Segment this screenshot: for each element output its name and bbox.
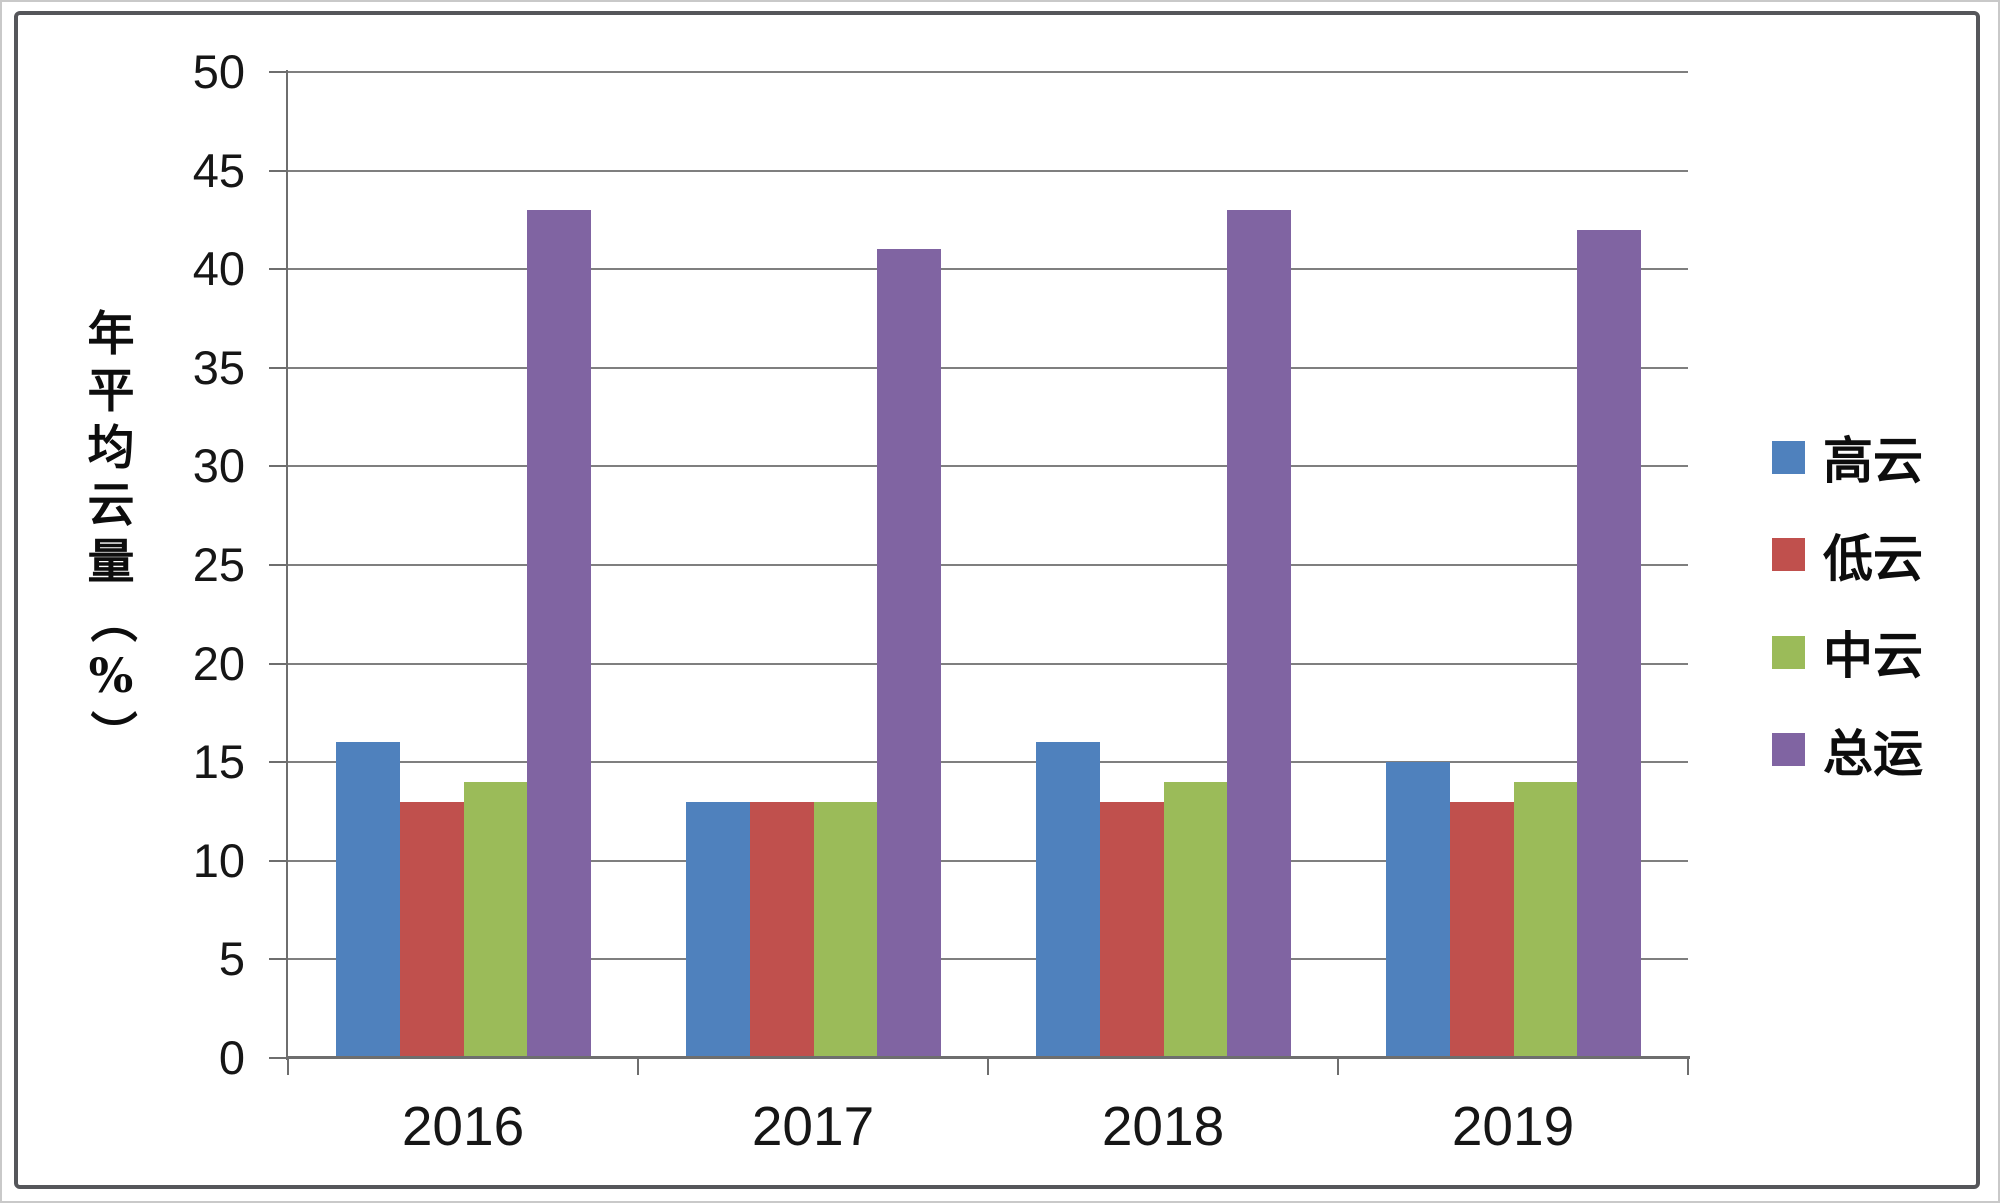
legend-label-middle-cloud: 中云 xyxy=(1823,626,1923,685)
y-axis-title-char: 年 xyxy=(87,307,135,362)
legend-label-high-cloud: 高云 xyxy=(1823,431,1923,490)
y-tick-mark-30 xyxy=(269,465,288,468)
legend-label-low-cloud: 低云 xyxy=(1823,528,1923,588)
bar-middle-cloud-2018 xyxy=(1163,781,1228,1058)
legend-swatch-middle-cloud xyxy=(1772,635,1805,669)
gridline-15 xyxy=(288,761,1688,764)
legend-swatch-high-cloud xyxy=(1772,440,1805,474)
x-boundary-tick-2 xyxy=(987,1058,989,1075)
bar-low-cloud-2018 xyxy=(1099,801,1164,1058)
x-boundary-tick-1 xyxy=(637,1058,639,1075)
bar-high-cloud-2017 xyxy=(686,801,750,1058)
y-axis-title-char: 平 xyxy=(87,364,135,419)
y-tick-label-30: 30 xyxy=(192,439,245,493)
bar-middle-cloud-2017 xyxy=(813,801,878,1058)
y-axis-title-char: % xyxy=(88,649,134,704)
y-tick-mark-20 xyxy=(269,662,288,665)
gridline-20 xyxy=(288,662,1688,665)
plot-area xyxy=(288,71,1688,1059)
y-tick-mark-10 xyxy=(269,859,288,862)
x-tick-label-2019: 2019 xyxy=(1451,1095,1575,1157)
y-tick-label-35: 35 xyxy=(192,340,245,394)
bar-low-cloud-2017 xyxy=(749,801,814,1058)
x-axis-line xyxy=(286,1056,1690,1059)
bar-middle-cloud-2019 xyxy=(1513,781,1578,1058)
gridline-25 xyxy=(288,564,1688,566)
legend-item-middle-cloud: 中云 xyxy=(1772,626,1923,685)
gridline-45 xyxy=(288,169,1688,172)
bar-middle-cloud-2016 xyxy=(463,781,528,1058)
bar-low-cloud-2016 xyxy=(399,801,464,1058)
bar-high-cloud-2019 xyxy=(1386,762,1450,1058)
y-tick-mark-45 xyxy=(269,169,288,172)
bar-high-cloud-2016 xyxy=(336,742,400,1058)
legend-swatch-total-cloud xyxy=(1772,733,1805,766)
y-tick-label-20: 20 xyxy=(192,636,245,690)
y-tick-mark-25 xyxy=(269,564,288,566)
legend-item-high-cloud: 高云 xyxy=(1772,431,1923,490)
legend-swatch-low-cloud xyxy=(1772,538,1805,571)
gridline-50 xyxy=(288,71,1688,73)
y-axis-title-char: 量 xyxy=(87,535,135,590)
y-tick-mark-5 xyxy=(269,958,288,961)
x-tick-label-2018: 2018 xyxy=(1101,1095,1225,1157)
gridline-35 xyxy=(288,366,1688,369)
y-tick-label-10: 10 xyxy=(192,833,245,887)
y-tick-label-25: 25 xyxy=(192,538,245,591)
x-boundary-tick-0 xyxy=(287,1058,289,1075)
x-boundary-tick-3 xyxy=(1337,1058,1339,1075)
y-tick-mark-40 xyxy=(269,268,288,271)
y-tick-mark-15 xyxy=(269,761,288,764)
legend-label-total-cloud: 总运 xyxy=(1823,723,1923,783)
y-axis-title-char: 云 xyxy=(87,478,135,533)
gridline-5 xyxy=(288,958,1688,961)
bar-high-cloud-2018 xyxy=(1036,742,1100,1058)
bar-total-cloud-2016 xyxy=(527,210,591,1058)
legend-item-low-cloud: 低云 xyxy=(1772,529,1923,588)
gridline-40 xyxy=(288,268,1688,271)
bar-total-cloud-2017 xyxy=(877,249,941,1058)
y-tick-label-15: 15 xyxy=(192,735,245,789)
y-tick-label-0: 0 xyxy=(218,1031,245,1084)
bar-total-cloud-2019 xyxy=(1577,229,1641,1058)
y-tick-mark-35 xyxy=(269,366,288,369)
y-tick-mark-50 xyxy=(269,71,288,73)
y-tick-label-5: 5 xyxy=(218,932,245,986)
gridline-30 xyxy=(288,465,1688,468)
y-axis-title: 年平均云量（%） xyxy=(76,306,146,762)
x-tick-label-2017: 2017 xyxy=(751,1095,875,1157)
x-boundary-tick-4 xyxy=(1687,1058,1689,1075)
y-tick-label-45: 45 xyxy=(192,143,245,197)
y-tick-label-50: 50 xyxy=(192,45,245,98)
bar-low-cloud-2019 xyxy=(1449,801,1514,1058)
legend-item-total-cloud: 总运 xyxy=(1772,724,1923,783)
x-tick-label-2016: 2016 xyxy=(401,1095,525,1157)
y-axis-title-char: 均 xyxy=(87,421,135,476)
bar-total-cloud-2018 xyxy=(1227,210,1291,1058)
y-tick-mark-0 xyxy=(269,1057,288,1059)
gridline-10 xyxy=(288,859,1688,862)
y-tick-label-40: 40 xyxy=(192,242,245,296)
